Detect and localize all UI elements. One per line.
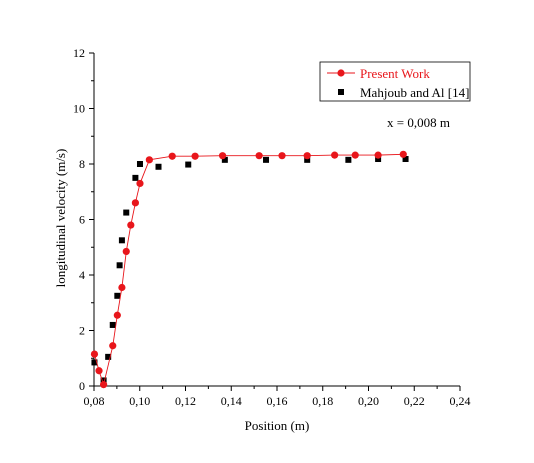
mahjoub-data-point bbox=[304, 156, 311, 163]
mahjoub-data-point bbox=[155, 163, 162, 170]
present-work-data-point bbox=[95, 367, 103, 375]
mahjoub-data-point bbox=[136, 161, 143, 167]
mahjoub-data-point bbox=[116, 262, 123, 269]
legend-marker-present-work bbox=[337, 69, 345, 77]
y-tick-label: 2 bbox=[79, 324, 85, 338]
present-work-data-point bbox=[255, 152, 263, 160]
present-work-data-point bbox=[145, 156, 153, 164]
x-tick-label: 0,24 bbox=[450, 394, 471, 408]
y-axis-label: longitudinal velocity (m/s) bbox=[53, 149, 68, 288]
present-work-data-point bbox=[351, 151, 359, 159]
x-tick-label: 0,10 bbox=[129, 394, 150, 408]
x-tick-label: 0,22 bbox=[404, 394, 425, 408]
x-axis-label: Position (m) bbox=[245, 418, 310, 433]
present-work-data-point bbox=[118, 283, 126, 292]
mahjoub-data-point bbox=[109, 321, 116, 328]
mahjoub-data-point bbox=[118, 237, 125, 244]
mahjoub-data-point bbox=[185, 161, 192, 168]
present-work-data-point bbox=[131, 199, 140, 207]
present-work-data-point bbox=[113, 311, 121, 319]
legend-label-mahjoub: Mahjoub and Al [14] bbox=[360, 85, 469, 100]
present-work-line bbox=[94, 153, 404, 387]
x-tick-label: 0,08 bbox=[84, 394, 105, 408]
x-tick-label: 0,18 bbox=[312, 394, 333, 408]
plot-area bbox=[90, 150, 409, 389]
present-work-data-point bbox=[331, 151, 339, 159]
y-tick-label: 10 bbox=[73, 102, 85, 116]
legend: Present Work Mahjoub and Al [14] bbox=[319, 61, 471, 102]
x-tick-label: 0,12 bbox=[175, 394, 196, 408]
y-tick-label: 0 bbox=[79, 379, 85, 393]
present-work-data-point bbox=[303, 152, 311, 160]
legend-box bbox=[319, 61, 471, 102]
present-work-data-point bbox=[399, 150, 407, 158]
x-axis-ticks: 0,08 0,10 0,12 0,14 0,16 0,18 0,20 0,22 0,24 bbox=[84, 386, 471, 408]
present-work-data-point bbox=[100, 381, 108, 389]
x-tick-label: 0,16 bbox=[267, 394, 288, 408]
mahjoub-data-point bbox=[123, 209, 130, 216]
mahjoub-data-point bbox=[221, 156, 228, 163]
x-tick-label: 0,20 bbox=[358, 394, 379, 408]
y-tick-label: 4 bbox=[79, 268, 85, 282]
y-tick-label: 12 bbox=[73, 46, 85, 60]
mahjoub-data-point bbox=[263, 156, 270, 163]
legend-marker-mahjoub bbox=[338, 89, 344, 95]
present-work-data-point bbox=[218, 152, 227, 160]
y-axis-ticks: 0 2 4 6 8 10 12 bbox=[73, 46, 94, 393]
present-work-data-point bbox=[278, 152, 286, 160]
x-tick-label: 0,14 bbox=[221, 394, 242, 408]
present-work-data-point bbox=[136, 179, 144, 188]
present-work-data-point bbox=[109, 342, 117, 350]
axes bbox=[93, 53, 460, 387]
present-work-data-point bbox=[374, 151, 382, 159]
present-work-data-point bbox=[90, 350, 99, 358]
legend-label-present-work: Present Work bbox=[360, 66, 430, 81]
mahjoub-data-point bbox=[91, 359, 98, 366]
annotation-text: x = 0,008 m bbox=[387, 115, 450, 130]
y-tick-label: 6 bbox=[79, 213, 85, 227]
present-work-data-point bbox=[191, 152, 199, 160]
present-work-data-point bbox=[168, 152, 176, 160]
mahjoub-data-point bbox=[105, 353, 112, 360]
mahjoub-data-point bbox=[375, 156, 382, 163]
present-work-data-point bbox=[127, 221, 135, 229]
present-work-data-point bbox=[122, 247, 130, 256]
y-tick-label: 8 bbox=[79, 157, 85, 171]
mahjoub-data-point bbox=[402, 156, 409, 163]
mahjoub-data-point bbox=[100, 377, 107, 384]
mahjoub-data-point bbox=[132, 174, 139, 181]
mahjoub-data-point bbox=[345, 156, 352, 163]
mahjoub-data-point bbox=[114, 292, 121, 299]
